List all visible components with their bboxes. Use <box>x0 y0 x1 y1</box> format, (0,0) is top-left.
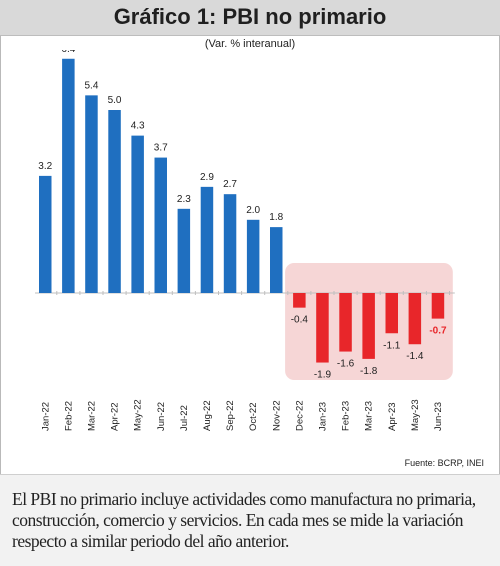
bar <box>223 194 237 293</box>
data-label: -1.8 <box>360 366 378 377</box>
data-label: 5.0 <box>108 95 122 106</box>
bar <box>39 175 52 293</box>
bar <box>385 293 398 334</box>
data-label: 3.2 <box>38 161 52 172</box>
data-label: -1.6 <box>337 359 355 370</box>
category-label: Dec-22 <box>294 400 305 431</box>
bar <box>154 157 167 293</box>
category-label: Oct-22 <box>248 402 259 431</box>
data-label: 2.7 <box>223 179 237 190</box>
category-label: Aug-22 <box>202 400 213 431</box>
bar <box>246 219 260 293</box>
category-label: May-23 <box>410 399 421 431</box>
bar <box>108 110 121 293</box>
bar <box>270 227 283 293</box>
category-label: Feb-23 <box>341 401 352 431</box>
data-label: 3.7 <box>154 143 168 154</box>
data-label: -1.4 <box>406 351 424 362</box>
bar <box>408 293 422 345</box>
bar <box>85 95 98 293</box>
bar <box>431 293 445 319</box>
category-label: Sep-22 <box>225 400 236 431</box>
data-label: -0.7 <box>429 326 447 337</box>
data-label: 2.3 <box>177 194 191 205</box>
chart-header: Gráfico 1: PBI no primario <box>0 0 500 36</box>
bar <box>62 58 75 293</box>
category-label: Jan-22 <box>40 402 51 431</box>
note-box: El PBI no primario incluye actividades c… <box>0 474 500 566</box>
bar <box>316 293 329 363</box>
category-label: Mar-22 <box>86 401 97 431</box>
bar <box>177 208 191 293</box>
category-label: Feb-22 <box>63 401 74 431</box>
bar-chart: 3.2 Jan-22 6.4 Feb-22 5.4 Mar-22 5.0 Apr-22 4.3 M… <box>35 44 455 431</box>
category-label: May-22 <box>133 399 144 431</box>
bar <box>293 293 306 308</box>
category-label: Jul-22 <box>179 405 190 431</box>
bar <box>200 186 214 293</box>
data-label: -1.9 <box>314 370 332 381</box>
chart-subtitle: (Var. % interanual) <box>204 38 296 50</box>
chart-area: 3.2 Jan-22 6.4 Feb-22 5.4 Mar-22 5.0 Apr-22 4.3 M… <box>8 44 492 455</box>
chart-title: Gráfico 1: PBI no primario <box>113 4 387 29</box>
data-label: 1.8 <box>269 212 283 223</box>
data-label: 4.3 <box>131 121 145 132</box>
category-label: Mar-23 <box>364 401 375 431</box>
category-label: Nov-22 <box>271 400 282 431</box>
category-label: Apr-23 <box>387 402 398 431</box>
bar <box>339 293 352 352</box>
data-label: 5.4 <box>84 80 98 91</box>
data-label: -1.1 <box>383 340 401 351</box>
source-note: Fuente: BCRP, INEI <box>404 458 484 468</box>
bar <box>131 135 144 293</box>
category-label: Apr-22 <box>110 402 121 431</box>
category-label: Jun-22 <box>156 402 167 431</box>
bar <box>362 293 375 359</box>
data-label: 2.9 <box>200 172 214 183</box>
data-label: -0.4 <box>291 315 309 326</box>
data-label: 6.4 <box>61 50 75 55</box>
data-label: 2.0 <box>246 205 260 216</box>
category-label: Jan-23 <box>317 402 328 431</box>
note-text: El PBI no primario incluye actividades c… <box>12 489 476 551</box>
category-label: Jun-23 <box>433 402 444 431</box>
